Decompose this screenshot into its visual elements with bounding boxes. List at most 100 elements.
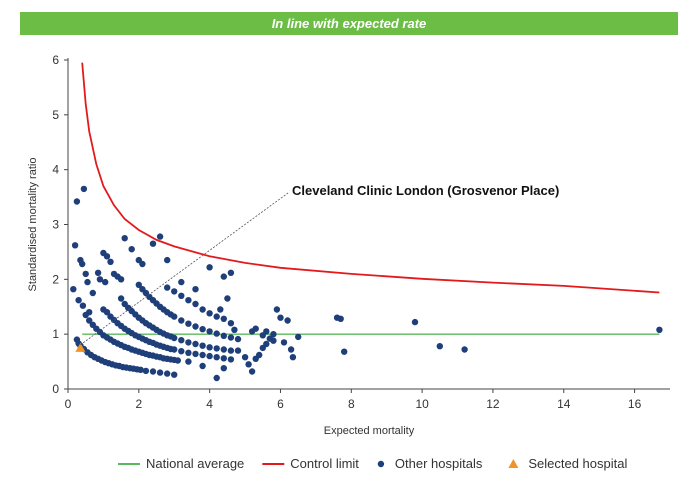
hospital-point[interactable]: [178, 348, 185, 355]
hospital-point[interactable]: [178, 278, 185, 286]
hospital-point[interactable]: [287, 346, 295, 353]
hospital-point[interactable]: [82, 270, 89, 278]
hospital-point[interactable]: [94, 269, 102, 276]
hospital-point[interactable]: [213, 345, 220, 352]
hospital-point[interactable]: [206, 344, 213, 351]
hospital-point[interactable]: [185, 349, 192, 356]
hospital-point[interactable]: [164, 284, 171, 291]
hospital-point[interactable]: [245, 361, 252, 368]
hospital-point[interactable]: [199, 362, 206, 370]
hospital-point[interactable]: [86, 317, 93, 324]
hospital-point[interactable]: [252, 325, 259, 332]
hospital-point[interactable]: [164, 370, 171, 377]
hospital-point[interactable]: [270, 331, 277, 338]
hospital-point[interactable]: [280, 339, 288, 346]
hospital-point[interactable]: [213, 313, 220, 320]
hospital-point[interactable]: [461, 346, 468, 353]
hospital-point[interactable]: [227, 320, 235, 327]
hospital-point[interactable]: [121, 235, 128, 242]
hospital-point[interactable]: [171, 371, 178, 378]
hospital-point[interactable]: [206, 328, 213, 335]
hospital-point[interactable]: [192, 323, 199, 330]
hospital-point[interactable]: [135, 281, 142, 288]
hospital-point[interactable]: [185, 320, 192, 327]
hospital-point[interactable]: [71, 242, 79, 249]
hospital-point[interactable]: [284, 317, 291, 324]
hospital-point[interactable]: [220, 346, 227, 353]
hospital-point[interactable]: [206, 352, 213, 360]
hospital-point[interactable]: [273, 306, 281, 313]
hospital-point[interactable]: [89, 289, 97, 297]
hospital-point[interactable]: [220, 273, 227, 280]
hospital-point[interactable]: [171, 346, 178, 353]
hospital-point[interactable]: [277, 314, 284, 321]
hospital-point[interactable]: [656, 326, 663, 333]
hospital-point[interactable]: [227, 356, 235, 363]
hospital-point[interactable]: [213, 330, 220, 337]
hospital-point[interactable]: [185, 297, 192, 304]
hospital-point[interactable]: [178, 337, 185, 344]
hospital-point[interactable]: [79, 302, 87, 309]
hospital-point[interactable]: [103, 253, 111, 260]
hospital-point[interactable]: [73, 198, 81, 205]
hospital-point[interactable]: [206, 310, 213, 317]
hospital-point[interactable]: [224, 295, 231, 302]
selected-hospital-point[interactable]: [75, 342, 86, 352]
hospital-point[interactable]: [142, 367, 150, 375]
hospital-point[interactable]: [241, 354, 249, 361]
hospital-point[interactable]: [171, 334, 178, 342]
hospital-point[interactable]: [192, 340, 199, 348]
hospital-point[interactable]: [220, 365, 227, 372]
hospital-point[interactable]: [341, 348, 348, 355]
hospital-point[interactable]: [84, 278, 91, 286]
hospital-point[interactable]: [231, 326, 238, 333]
hospital-point[interactable]: [199, 351, 206, 359]
hospital-point[interactable]: [192, 350, 199, 358]
hospital-point[interactable]: [178, 317, 185, 324]
hospital-point[interactable]: [337, 315, 344, 322]
hospital-point[interactable]: [192, 300, 199, 308]
hospital-point[interactable]: [149, 240, 157, 247]
hospital-point[interactable]: [227, 269, 235, 276]
hospital-point[interactable]: [70, 286, 77, 293]
hospital-point[interactable]: [199, 342, 206, 349]
hospital-point[interactable]: [171, 313, 178, 320]
hospital-point[interactable]: [137, 366, 144, 373]
hospital-point[interactable]: [75, 297, 82, 304]
hospital-point[interactable]: [295, 333, 302, 341]
hospital-point[interactable]: [185, 358, 192, 365]
hospital-point[interactable]: [220, 332, 227, 339]
hospital-point[interactable]: [266, 335, 273, 342]
hospital-point[interactable]: [436, 343, 443, 350]
hospital-point[interactable]: [171, 288, 178, 295]
hospital-point[interactable]: [234, 335, 242, 343]
hospital-point[interactable]: [263, 340, 270, 348]
hospital-point[interactable]: [227, 347, 235, 354]
hospital-point[interactable]: [178, 292, 185, 299]
hospital-point[interactable]: [128, 246, 135, 253]
hospital-point[interactable]: [185, 339, 192, 346]
hospital-point[interactable]: [117, 276, 125, 283]
hospital-point[interactable]: [139, 260, 146, 268]
hospital-point[interactable]: [199, 326, 206, 333]
hospital-point[interactable]: [227, 334, 235, 341]
hospital-point[interactable]: [289, 354, 297, 361]
hospital-point[interactable]: [79, 260, 86, 268]
hospital-point[interactable]: [103, 309, 111, 316]
hospital-point[interactable]: [199, 306, 206, 313]
hospital-point[interactable]: [220, 355, 227, 362]
hospital-point[interactable]: [206, 264, 213, 271]
hospital-point[interactable]: [217, 306, 224, 313]
hospital-point[interactable]: [149, 368, 157, 375]
hospital-point[interactable]: [164, 256, 171, 264]
hospital-point[interactable]: [107, 258, 114, 265]
hospital-point[interactable]: [156, 233, 164, 240]
hospital-point[interactable]: [256, 351, 263, 359]
hospital-point[interactable]: [174, 357, 181, 364]
hospital-point[interactable]: [117, 295, 125, 302]
hospital-point[interactable]: [80, 185, 88, 193]
hospital-point[interactable]: [192, 286, 199, 293]
hospital-point[interactable]: [248, 368, 256, 375]
hospital-point[interactable]: [102, 278, 109, 286]
hospital-point[interactable]: [213, 354, 220, 361]
